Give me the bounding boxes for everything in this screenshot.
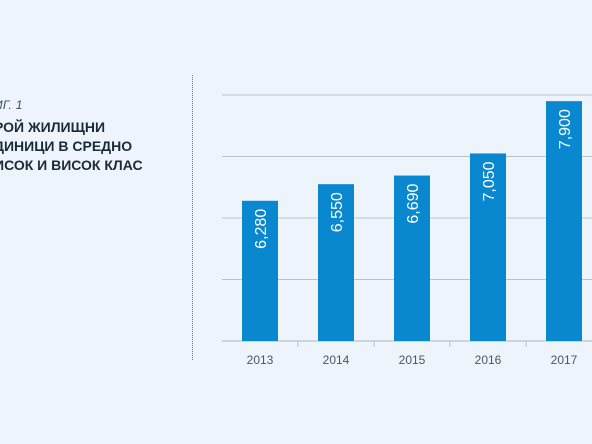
x-tick-label-2015: 2015	[399, 353, 426, 367]
chart-title-line-3: ИСОК И ВИСОК КЛАС	[0, 157, 143, 173]
bar-value-label-2017: 7,900	[557, 109, 574, 149]
bar-value-label-2013: 6,280	[253, 209, 270, 249]
x-tick-label-2013: 2013	[247, 353, 274, 367]
chart-caption: ИГ. 1 РОЙ ЖИЛИЩНИ ДИНИЦИ В СРЕДНО ИСОК И…	[0, 98, 174, 175]
x-tick-label-2014: 2014	[323, 353, 350, 367]
chart-title-line-2: ДИНИЦИ В СРЕДНО	[0, 138, 133, 154]
bar-2014	[318, 184, 354, 341]
figure-label: ИГ. 1	[0, 98, 23, 112]
dotted-divider	[192, 75, 193, 360]
bar-2013	[242, 200, 278, 341]
bar-value-label-2015: 6,690	[405, 183, 422, 223]
bar-2016	[470, 153, 506, 341]
x-tick-label-2016: 2016	[475, 353, 502, 367]
bar-2017	[546, 101, 582, 342]
bar-2015	[394, 175, 430, 341]
x-tick-label-2017: 2017	[551, 353, 578, 367]
bar-value-label-2014: 6,550	[329, 192, 346, 232]
chart-title-line-1: РОЙ ЖИЛИЩНИ	[0, 119, 106, 135]
bar-value-label-2016: 7,050	[481, 161, 498, 201]
